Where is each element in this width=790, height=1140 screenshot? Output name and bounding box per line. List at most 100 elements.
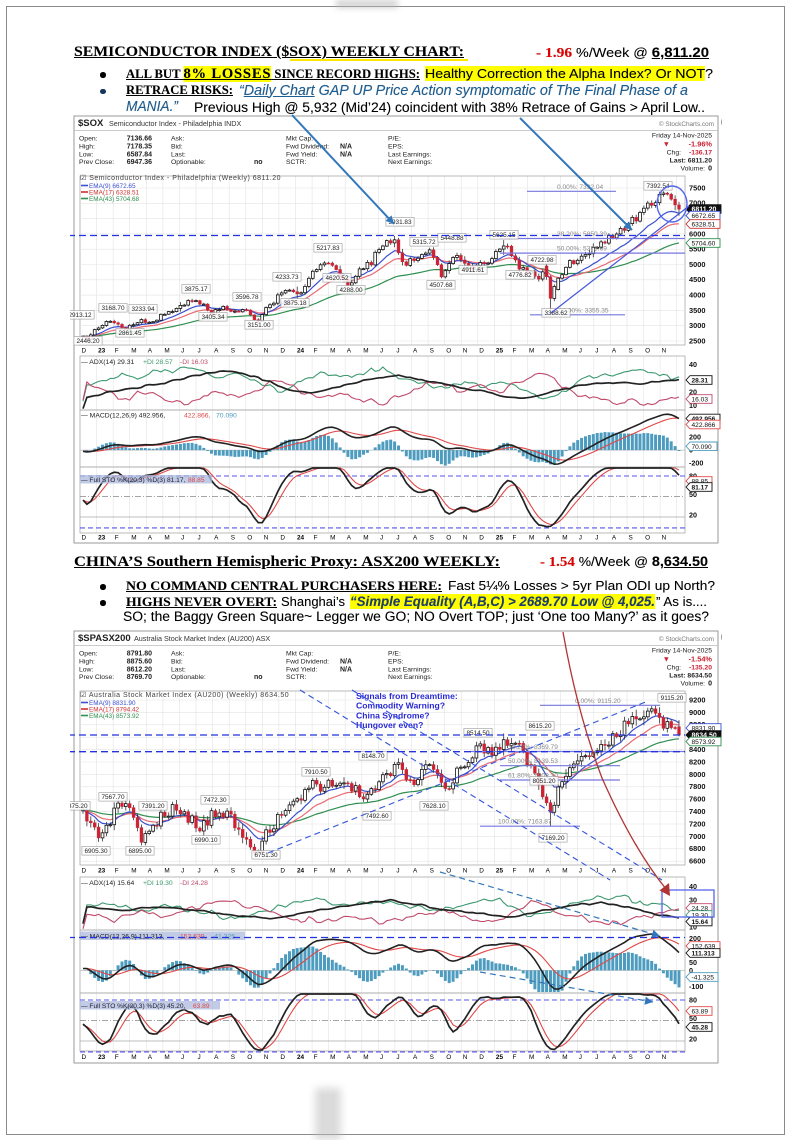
svg-text:M: M [529, 1054, 534, 1061]
svg-text:F: F [115, 1054, 119, 1061]
svg-text:50.00%: 5373.69: 50.00%: 5373.69 [557, 246, 607, 253]
svg-text:30: 30 [689, 895, 697, 904]
svg-text:M: M [330, 868, 335, 875]
svg-text:2500: 2500 [689, 336, 705, 345]
svg-text:A: A [214, 1054, 219, 1061]
svg-text:M: M [164, 868, 169, 875]
svg-text:O: O [446, 535, 451, 542]
svg-text:J: J [396, 1054, 399, 1061]
svg-text:A: A [214, 348, 219, 355]
svg-text:N/A: N/A [340, 151, 352, 158]
svg-text:20: 20 [689, 1034, 697, 1043]
svg-text:4500: 4500 [689, 275, 705, 284]
svg-text:152.639: 152.639 [692, 944, 716, 951]
svg-text:— ADX(14) 29.31: — ADX(14) 29.31 [81, 359, 134, 366]
svg-text:7136.66: 7136.66 [127, 136, 152, 143]
svg-text:16.03: 16.03 [692, 397, 709, 404]
svg-text:N: N [264, 535, 269, 542]
svg-text:100.00%: 7163.87: 100.00%: 7163.87 [498, 819, 552, 826]
svg-text:-1.54%: -1.54% [689, 654, 713, 663]
svg-text:F: F [513, 1054, 517, 1061]
svg-text:7392.54: 7392.54 [646, 183, 670, 190]
svg-text:8875.60: 8875.60 [127, 658, 152, 665]
svg-text:Chg:: Chg: [667, 664, 681, 671]
svg-text:J: J [181, 868, 184, 875]
svg-text:F: F [115, 868, 119, 875]
svg-text:A: A [546, 1054, 551, 1061]
svg-text:5315.72: 5315.72 [412, 239, 436, 246]
svg-text:M: M [131, 535, 136, 542]
svg-text:J: J [198, 868, 201, 875]
svg-text:D: D [280, 868, 285, 875]
svg-text:EMA(43) 5704.68: EMA(43) 5704.68 [89, 196, 140, 203]
svg-text:M: M [330, 535, 335, 542]
svg-text:23: 23 [98, 868, 106, 875]
svg-text:8831.90: 8831.90 [692, 726, 716, 733]
svg-text:Last: 6811.20: Last: 6811.20 [670, 157, 713, 164]
svg-text:7500: 7500 [689, 183, 705, 192]
svg-text:8769.70: 8769.70 [127, 674, 152, 681]
svg-text:J: J [579, 535, 582, 542]
svg-text:-100: -100 [689, 982, 703, 991]
svg-text:19.30: 19.30 [692, 913, 709, 920]
svg-text:N/A: N/A [340, 658, 352, 665]
svg-text:J: J [579, 1054, 582, 1061]
svg-text:M: M [164, 348, 169, 355]
svg-text:6672.65: 6672.65 [692, 213, 716, 220]
svg-text:10: 10 [689, 401, 697, 410]
svg-text:Signals from Dreamtime:: Signals from Dreamtime: [356, 691, 458, 701]
svg-text:O: O [446, 348, 451, 355]
svg-text:9115.20: 9115.20 [661, 695, 684, 702]
svg-text:O: O [645, 535, 650, 542]
svg-text:A: A [214, 868, 219, 875]
svg-text:7800: 7800 [689, 782, 705, 791]
svg-text:8573.92: 8573.92 [692, 739, 716, 746]
svg-text:200: 200 [689, 934, 701, 943]
svg-text:6990.10: 6990.10 [194, 837, 218, 844]
svg-text:24: 24 [297, 1054, 305, 1061]
svg-text:S: S [231, 535, 235, 542]
svg-text:2861.45: 2861.45 [118, 330, 142, 337]
svg-text:Optionable:: Optionable: [171, 674, 206, 681]
svg-text:50: 50 [689, 490, 697, 499]
svg-text:3596.78: 3596.78 [235, 294, 259, 301]
svg-text:3000: 3000 [689, 321, 705, 330]
svg-text:M: M [529, 535, 534, 542]
svg-text:N: N [264, 868, 269, 875]
svg-text:High:: High: [79, 143, 95, 150]
svg-text:S: S [430, 1054, 434, 1061]
svg-text:N/A: N/A [340, 666, 352, 673]
svg-text:$SPASX200: $SPASX200 [78, 633, 131, 644]
svg-text:S: S [629, 535, 633, 542]
svg-text:Last:: Last: [171, 151, 186, 158]
svg-text:7375.20: 7375.20 [70, 803, 88, 810]
svg-text:N: N [463, 868, 468, 875]
svg-text:Commodity Warning?: Commodity Warning? [356, 701, 445, 711]
svg-text:A: A [612, 1054, 617, 1061]
svg-text:N/A: N/A [340, 143, 352, 150]
svg-text:no: no [254, 159, 263, 166]
svg-text:100.00%: 3355.35: 100.00%: 3355.35 [555, 307, 609, 314]
svg-text:P/E:: P/E: [388, 136, 401, 143]
svg-text:Optionable:: Optionable: [171, 159, 206, 166]
svg-text:-135.20: -135.20 [689, 664, 712, 671]
svg-text:M: M [529, 868, 534, 875]
svg-text:P/E:: P/E: [388, 651, 401, 658]
svg-text:J: J [396, 348, 399, 355]
svg-text:24: 24 [297, 348, 305, 355]
svg-text:Low:: Low: [79, 666, 93, 673]
svg-text:6947.36: 6947.36 [127, 159, 152, 166]
svg-text:7400: 7400 [689, 807, 705, 816]
svg-text:24.28: 24.28 [692, 906, 709, 913]
svg-text:492.956: 492.956 [692, 416, 716, 423]
svg-text:4288.00: 4288.00 [339, 287, 363, 294]
svg-text:2446.20: 2446.20 [76, 338, 100, 345]
svg-text:A: A [413, 535, 418, 542]
svg-text:5217.83: 5217.83 [316, 245, 340, 252]
svg-text:7567.70: 7567.70 [101, 794, 125, 801]
svg-text:D: D [82, 348, 87, 355]
svg-text:81.17: 81.17 [692, 485, 709, 492]
svg-text:Mkt Cap:: Mkt Cap: [286, 136, 313, 143]
svg-text:Bid:: Bid: [171, 658, 183, 665]
svg-text:N: N [264, 348, 269, 355]
